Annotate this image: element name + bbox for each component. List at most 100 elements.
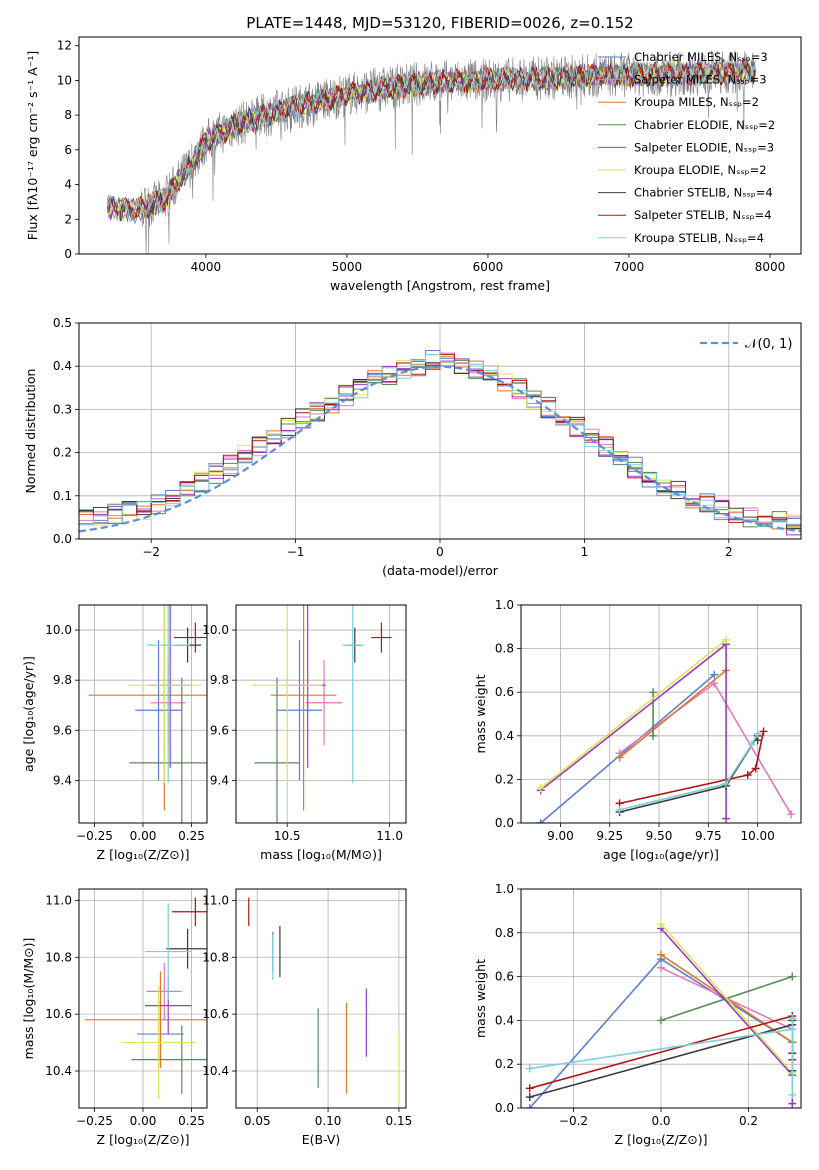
x-tick-label: 6000: [473, 260, 504, 274]
x-tick-label: 4000: [191, 260, 222, 274]
x-tick-label: 0.00: [130, 1114, 157, 1128]
weight-marker: [751, 764, 760, 773]
y-axis-label: mass [log₁₀(M/M⊙)]: [21, 938, 36, 1060]
y-tick-label: 9.8: [210, 673, 229, 687]
y-tick-label: 0.4: [53, 359, 72, 373]
weight-line-2: [619, 682, 792, 815]
weight-line-9: [619, 733, 759, 811]
plot-area: [525, 920, 797, 1108]
plot-area: [88, 605, 207, 823]
plot-frame: [235, 604, 407, 824]
panel-7: 0.05 0.10 0.15 10.4 10.6 10.8 11.0 E(B-V): [202, 888, 412, 1147]
x-tick-label: 11.0: [376, 829, 403, 843]
y-tick-label: 9.4: [210, 773, 229, 787]
y-tick-label: 9.8: [53, 673, 72, 687]
panel-1: 4000 5000 6000 7000 8000 0 2 4 6 8 10 12 wavelength …: [25, 36, 802, 293]
y-tick-label: 10.0: [45, 623, 72, 637]
weight-marker: [788, 1025, 797, 1034]
legend-label: Kroupa STELIB, Nₛₛₚ=4: [634, 231, 764, 245]
chart-title: PLATE=1448, MJD=53120, FIBERID=0026, z=0…: [246, 14, 633, 32]
y-axis-label: mass weight: [473, 959, 488, 1038]
y-tick-label: 0: [64, 247, 72, 261]
plot-area: [79, 350, 801, 536]
y-tick-label: 10.8: [202, 950, 229, 964]
weight-marker: [536, 819, 545, 823]
y-tick-label: 10.8: [45, 950, 72, 964]
y-tick-label: 11.0: [45, 893, 72, 907]
plot-frame: [520, 888, 802, 1109]
x-tick-label: 10.00: [740, 829, 774, 843]
y-tick-label: 0.2: [53, 446, 72, 460]
x-tick-label: 5000: [332, 260, 363, 274]
y-tick-label: 0.0: [495, 1101, 514, 1115]
panel-6: −0.25 0.00 0.25 10.4 10.6 10.8 11.0 Z [log₁₀(Z/…: [21, 888, 208, 1147]
weight-marker: [788, 972, 797, 981]
x-tick-label: −0.2: [559, 1114, 588, 1128]
y-tick-label: 0.4: [495, 1013, 514, 1027]
x-axis-label: (data-model)/error: [382, 563, 499, 578]
plot-frame: [78, 322, 802, 540]
weight-marker: [788, 1014, 797, 1023]
plot-frame: [78, 888, 208, 1109]
x-tick-label: 0.2: [739, 1114, 758, 1128]
weight-marker: [710, 670, 719, 679]
legend-label: Salpeter STELIB, Nₛₛₚ=4: [634, 208, 772, 222]
weight-marker: [657, 963, 665, 972]
weight-marker: [615, 753, 624, 762]
weight-line-6: [540, 639, 727, 789]
panel-8: −0.2 0.0 0.2 0.0 0.2 0.4 0.6 0.8 1.0 Z [log₁₀(Z/Z…: [473, 882, 802, 1147]
y-tick-label: 12: [57, 39, 72, 53]
x-tick-label: 0.25: [178, 1114, 205, 1128]
y-tick-label: 10.4: [45, 1064, 72, 1078]
weight-marker: [657, 920, 665, 929]
x-tick-label: 0.0: [651, 1114, 670, 1128]
weight-marker: [657, 950, 665, 959]
y-tick-label: 0.1: [53, 489, 72, 503]
y-axis-label: mass weight: [473, 674, 488, 753]
y-tick-label: 10.6: [45, 1007, 72, 1021]
x-axis-label: Z [log₁₀(Z/Z⊙)]: [97, 847, 190, 862]
weight-marker: [649, 731, 658, 740]
model-spectrum-7: [107, 61, 756, 222]
x-tick-label: 9.25: [596, 829, 623, 843]
y-axis-label: age [log₁₀(age/yr)]: [21, 656, 36, 772]
y-tick-label: 0.4: [495, 729, 514, 743]
normal-curve: [79, 365, 801, 533]
y-tick-label: 0.8: [495, 926, 514, 940]
weight-marker: [747, 740, 756, 749]
plot-area: [106, 50, 756, 254]
x-tick-label: 0: [436, 545, 444, 559]
x-axis-label: mass [log₁₀(M/M⊙)]: [260, 847, 382, 862]
plot-area: [84, 897, 207, 1100]
weight-marker: [722, 779, 731, 788]
y-tick-label: 0.2: [495, 772, 514, 786]
y-tick-label: 10.0: [202, 623, 229, 637]
plot-area: [536, 635, 796, 823]
legend-label: Chabrier MILES, Nₛₛₚ=3: [634, 50, 768, 64]
x-tick-label: 7000: [614, 260, 645, 274]
y-tick-label: 0.6: [495, 970, 514, 984]
x-tick-label: 10.5: [274, 829, 301, 843]
plot-frame: [78, 36, 802, 255]
legend-label: Salpeter ELODIE, Nₛₛₚ=3: [634, 140, 774, 154]
weight-line-3: [619, 669, 727, 759]
y-tick-label: 0.6: [495, 685, 514, 699]
model-spectrum-9: [106, 60, 756, 224]
weight-marker: [788, 1099, 797, 1108]
x-tick-label: −0.25: [76, 829, 113, 843]
y-tick-label: 1.0: [495, 598, 514, 612]
x-axis-label: E(B-V): [302, 1132, 341, 1147]
weight-marker: [525, 1104, 534, 1108]
y-tick-label: 0.8: [495, 642, 514, 656]
weight-marker: [649, 688, 658, 697]
x-tick-label: −1: [287, 545, 305, 559]
weight-line-8: [619, 731, 765, 805]
y-tick-label: 1.0: [495, 882, 514, 896]
weight-marker: [759, 727, 768, 736]
y-tick-label: 0.0: [53, 532, 72, 546]
y-tick-label: 0.2: [495, 1057, 514, 1071]
weight-marker: [657, 1016, 665, 1025]
x-tick-label: 9.50: [646, 829, 673, 843]
legend-label: Chabrier ELODIE, Nₛₛₚ=2: [634, 118, 775, 132]
x-tick-label: 9.75: [695, 829, 722, 843]
